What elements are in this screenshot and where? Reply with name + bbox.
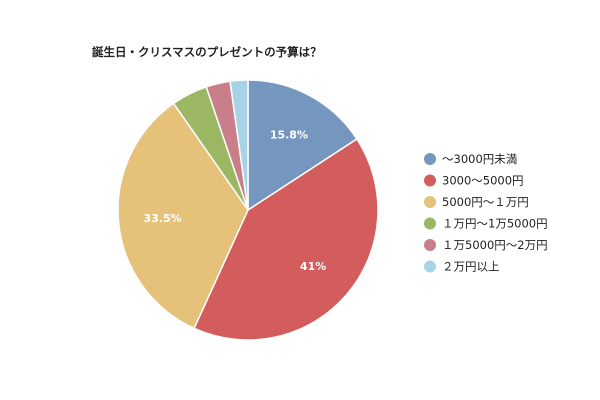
legend-label-3: 5000円～１万円 [442,195,529,209]
legend-marker-3 [424,196,436,208]
data-label-3: 33.5% [144,212,182,225]
legend-marker-4 [424,217,436,230]
chart-title: 誕生日・クリスマスのプレゼントの予算は？ [92,45,322,59]
legend-label-6: ２万円以上 [442,260,500,274]
legend-marker-1 [424,153,436,165]
legend-label-5: １万5000円～2万円 [442,238,548,252]
legend-label-1: ～3000円未満 [442,152,517,166]
pie-slice-1 [247,79,358,212]
pie-slices [117,79,379,341]
data-label-1: 15.8% [270,129,308,142]
pie-data-labels: 15.8% 41% 33.5% [144,129,327,273]
data-label-2: 41% [300,260,326,273]
legend-label-2: 3000～5000円 [442,174,524,188]
pie-slice-3 [117,102,249,330]
pie-slice-6 [229,79,249,211]
legend: ～3000円未満 3000～5000円 5000円～１万円 １万円～1万5000円 １万… [424,152,548,274]
legend-marker-2 [424,174,436,187]
legend-label-4: １万円～1万5000円 [442,217,548,231]
pie-slice-2 [193,137,379,341]
legend-marker-5 [424,239,436,251]
legend-marker-6 [424,260,436,273]
